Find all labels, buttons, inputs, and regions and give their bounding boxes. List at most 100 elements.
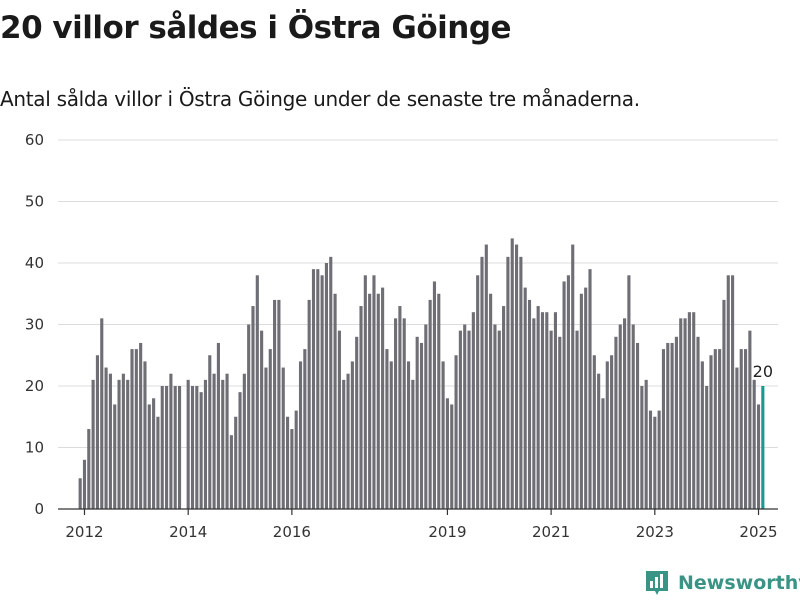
bar: [415, 336, 419, 509]
x-tick-label: 2025: [739, 523, 777, 541]
bar: [316, 269, 320, 509]
bar: [337, 330, 341, 509]
bar: [424, 324, 428, 509]
bar: [368, 293, 372, 509]
x-tick-label: 2016: [273, 523, 311, 541]
bar: [493, 324, 497, 509]
bar: [722, 299, 726, 509]
bar: [601, 398, 605, 509]
bar: [588, 269, 592, 509]
bar: [558, 336, 562, 509]
x-tick-label: 2014: [169, 523, 207, 541]
newsworthy-logo-icon: [646, 571, 668, 595]
bar: [402, 318, 406, 509]
bar: [497, 330, 501, 509]
bar: [623, 318, 627, 509]
bar: [389, 361, 393, 509]
bar: [519, 256, 523, 509]
bar: [506, 256, 510, 509]
bar: [661, 349, 666, 509]
bar: [532, 318, 536, 509]
newsworthy-logo-text: Newsworthy: [678, 572, 800, 594]
chart-subtitle: Antal sålda villor i Östra Göinge under …: [0, 87, 640, 111]
bar: [134, 349, 138, 509]
bar: [527, 299, 532, 509]
bar: [298, 361, 303, 509]
y-tick-label: 60: [25, 131, 44, 149]
bar: [398, 306, 402, 509]
bar: [718, 349, 722, 509]
bar: [160, 386, 164, 509]
bar: [165, 386, 169, 509]
bar: [212, 373, 216, 509]
bar: [130, 349, 134, 509]
bar-highlight: [761, 386, 765, 509]
bar: [648, 410, 653, 509]
bar: [484, 244, 488, 510]
bar: [203, 379, 208, 509]
bar: [156, 416, 160, 509]
bar: [437, 293, 441, 509]
bar: [441, 361, 445, 509]
bar: [277, 299, 281, 509]
bar: [311, 269, 316, 509]
bar: [610, 355, 614, 509]
bar: [173, 386, 177, 509]
bar: [234, 416, 238, 509]
bar: [126, 379, 130, 509]
bar: [735, 367, 739, 509]
bar: [739, 349, 743, 509]
bar: [627, 275, 631, 509]
bar: [260, 330, 264, 509]
bar: [216, 342, 220, 509]
bar: [463, 324, 467, 509]
bar: [411, 379, 415, 509]
bar: [584, 287, 588, 509]
bar: [575, 330, 579, 509]
bar: [644, 379, 648, 509]
bar: [268, 349, 272, 509]
bar: [152, 398, 156, 509]
bar: [242, 373, 246, 509]
bar: [536, 306, 540, 509]
bar: [281, 367, 285, 509]
bar: [95, 355, 99, 509]
bar: [247, 324, 251, 509]
bar: [687, 312, 691, 509]
bar: [562, 281, 566, 509]
bar: [756, 404, 761, 509]
bar: [169, 373, 173, 509]
newsworthy-logo: Newsworthy: [644, 569, 800, 597]
bar: [744, 349, 748, 509]
bar: [359, 306, 363, 509]
y-tick-label: 30: [25, 316, 44, 334]
bar: [342, 379, 346, 509]
bar: [523, 287, 527, 509]
bar: [726, 275, 730, 509]
bar: [255, 275, 259, 509]
bar: [683, 318, 687, 509]
bar: [113, 404, 117, 509]
bar: [428, 299, 432, 509]
bar: [100, 318, 104, 509]
y-tick-label: 0: [34, 500, 44, 518]
y-tick-label: 50: [25, 193, 44, 211]
highlight-data-label: 20: [753, 362, 773, 381]
bar: [195, 386, 199, 509]
bar: [87, 429, 91, 509]
bar: [208, 355, 212, 509]
bar: [225, 373, 229, 509]
bar: [713, 349, 717, 509]
bar: [82, 459, 87, 509]
bar: [307, 299, 311, 509]
bar: [549, 330, 553, 509]
bar: [605, 361, 609, 509]
x-tick-label: 2012: [65, 523, 103, 541]
bar: [458, 330, 462, 509]
data-labels: 20: [753, 362, 773, 381]
bar: [363, 275, 367, 509]
x-axis-ticks: 2012 2014 2016 2019 2021 2023 2025: [65, 509, 778, 541]
bar: [381, 287, 385, 509]
bar: [221, 379, 225, 509]
bar: [147, 404, 151, 509]
